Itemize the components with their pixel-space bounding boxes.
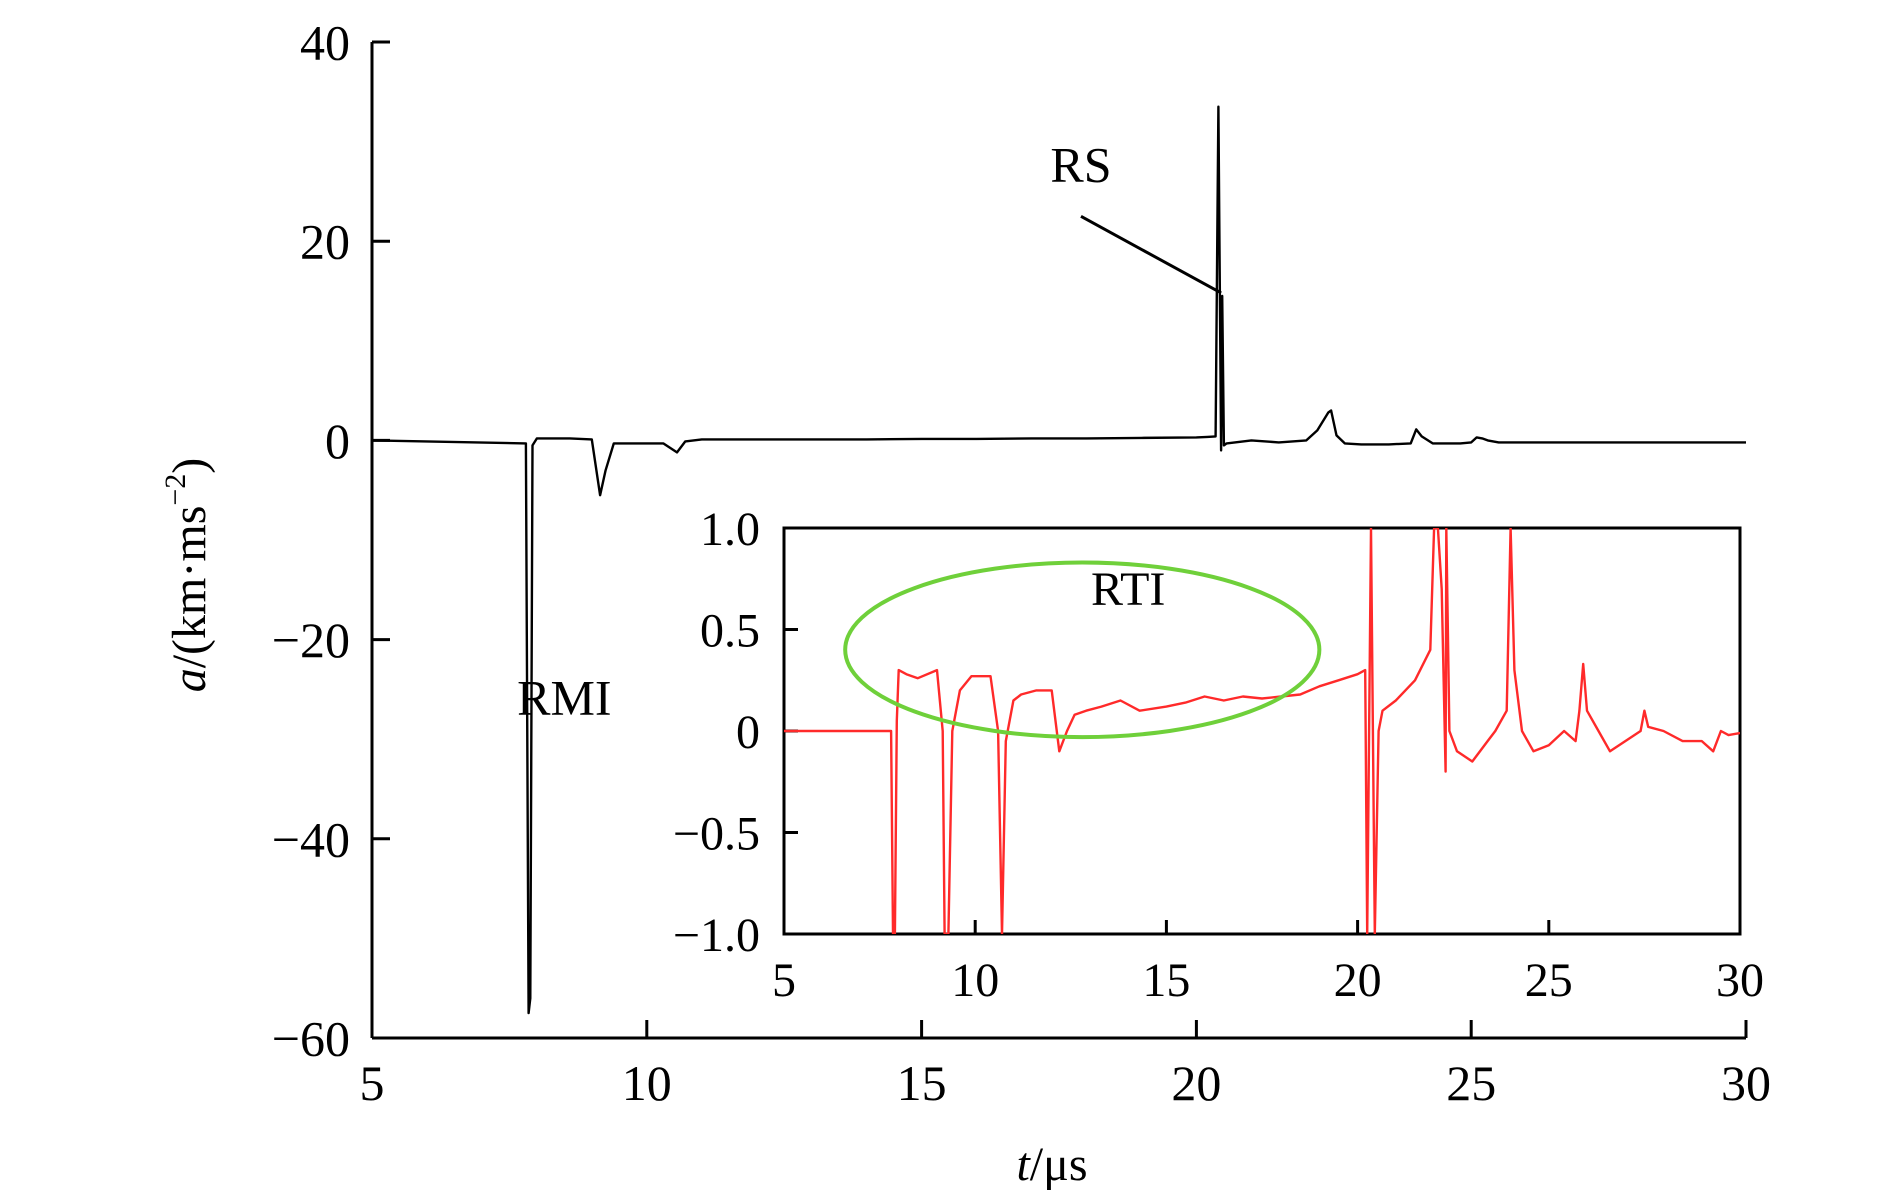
y-tick-label: 0 (736, 706, 760, 759)
x-tick-label: 25 (1525, 954, 1573, 1007)
annotation-pointer (1080, 214, 1222, 295)
y-tick-label: −0.5 (673, 807, 760, 860)
y-tick-label: 0 (325, 413, 350, 469)
x-tick-label: 15 (1142, 954, 1190, 1007)
x-tick-label: 10 (951, 954, 999, 1007)
y-axis-title: a/(km·ms−2) (159, 458, 216, 693)
inset-frame (782, 526, 1742, 936)
y-axis-unit: /(km·ms (163, 506, 216, 669)
y-tick-label: 0.5 (700, 604, 760, 657)
x-tick-label: 10 (622, 1055, 672, 1111)
y-axis-variable: a (163, 668, 216, 692)
y-tick-label: −60 (272, 1011, 350, 1067)
x-tick-label: 5 (772, 954, 796, 1007)
series-line (372, 105, 1746, 1015)
x-tick-label: 20 (1171, 1055, 1221, 1111)
annotation-rs: RS (1050, 136, 1111, 192)
x-tick-label: 20 (1334, 954, 1382, 1007)
y-axis-unit-exponent: −2 (159, 474, 192, 506)
x-tick-label: 5 (360, 1055, 385, 1111)
x-tick-label: 15 (897, 1055, 947, 1111)
x-tick-label: 30 (1716, 954, 1764, 1007)
rti-region-ellipse (843, 560, 1322, 740)
y-axis-unit-close: ) (163, 458, 216, 474)
x-axis-variable: t (1016, 1138, 1031, 1191)
y-tick-label: −20 (272, 612, 350, 668)
annotation-rti: RTI (1091, 563, 1165, 616)
x-tick-label: 30 (1721, 1055, 1771, 1111)
y-tick-label: 1.0 (700, 503, 760, 556)
inset-series-line (784, 528, 1740, 934)
y-tick-label: 20 (300, 214, 350, 270)
x-axis-title: t/μs (1016, 1138, 1087, 1191)
y-tick-label: −1.0 (673, 909, 760, 962)
inset-plot: 1.0 0.5 0 −0.5 −1.05 10 15 20 25 30 RTI (673, 503, 1764, 1007)
y-tick-label: −40 (272, 811, 350, 867)
y-tick-label: 40 (300, 15, 350, 71)
x-axis-unit: /μs (1030, 1138, 1088, 1191)
x-tick-label: 25 (1446, 1055, 1496, 1111)
annotation-rmi: RMI (517, 669, 611, 725)
